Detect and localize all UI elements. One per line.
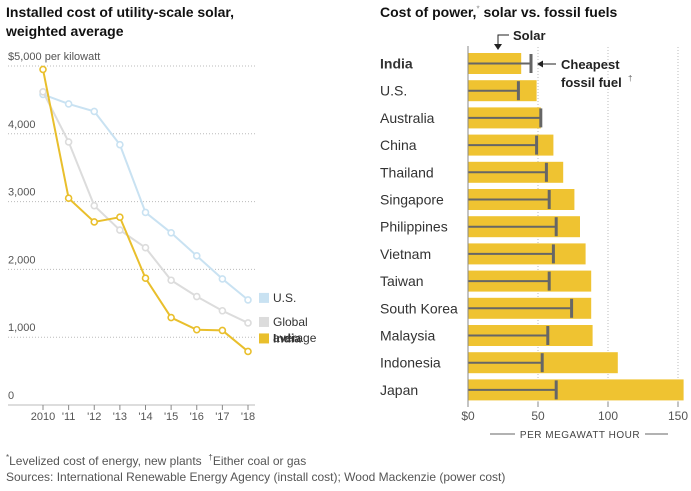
data-point	[116, 140, 124, 149]
data-point	[90, 201, 99, 210]
x-tick-label: 50	[531, 409, 545, 423]
line-series-u-s-	[42, 93, 249, 301]
data-point	[116, 213, 124, 221]
x-tick-label: '16	[190, 411, 204, 423]
x-axis-label: PER MEGAWATT HOUR	[520, 430, 640, 441]
left-chart-title-line1: Installed cost of utility-scale solar,	[6, 4, 234, 20]
data-point	[90, 218, 99, 226]
category-label: China	[380, 137, 417, 153]
solar-bar	[468, 379, 684, 401]
category-label: Malaysia	[380, 328, 435, 344]
annotation-fossil-line1: Cheapest	[561, 57, 620, 72]
data-point	[167, 276, 175, 285]
legend-label: U.S.	[273, 291, 296, 305]
annotation-solar-arrowhead	[494, 44, 502, 50]
right-chart-title-main: Cost of power,	[380, 4, 477, 20]
category-label: Japan	[380, 382, 418, 398]
data-point	[218, 326, 227, 335]
line-series-global-average	[42, 91, 249, 324]
y-tick-label: 3,000	[8, 187, 36, 199]
right-chart-title-mark: *	[476, 4, 480, 14]
data-point	[141, 208, 150, 217]
annotation-solar-pointer	[497, 34, 509, 46]
annotation-fossil-line2: fossil fuel	[561, 75, 622, 90]
category-label: South Korea	[380, 300, 458, 316]
category-label: Australia	[380, 110, 435, 126]
category-label: Singapore	[380, 192, 444, 208]
right-chart-title: Cost of power,* solar vs. fossil fuels	[380, 3, 617, 22]
category-label: Thailand	[380, 164, 434, 180]
left-chart-title-line2: weighted average	[6, 23, 124, 39]
legend-label: average	[273, 331, 317, 345]
x-tick-label: '17	[215, 411, 229, 423]
x-tick-label: '14	[138, 411, 152, 423]
data-point	[192, 325, 201, 334]
data-point	[244, 319, 252, 327]
annotation-fossil-mark: †	[628, 74, 632, 83]
category-label: U.S.	[380, 83, 407, 99]
data-point	[192, 252, 201, 260]
legend-swatch	[259, 333, 269, 344]
data-point	[192, 292, 201, 301]
y-tick-label: $5,000 per kilowatt	[8, 51, 100, 63]
data-point	[39, 65, 47, 74]
x-tick-label: '18	[241, 411, 255, 423]
footnote-levelized: Levelized cost of energy, new plants	[9, 454, 202, 468]
footnote-either: Either coal or gas	[212, 454, 307, 468]
x-tick-label: 2010	[31, 411, 55, 423]
category-label: Vietnam	[380, 246, 431, 262]
legend-label: Global	[273, 315, 308, 329]
x-tick-label: '12	[87, 411, 101, 423]
left-chart-title: Installed cost of utility-scale solar, w…	[6, 3, 234, 41]
annotation-fossil-arrowhead	[537, 60, 543, 68]
legend-swatch	[259, 316, 269, 327]
data-point	[218, 275, 227, 283]
legend-label: India	[273, 331, 301, 345]
data-point	[64, 100, 73, 108]
x-tick-label: '11	[62, 411, 76, 423]
data-point	[116, 226, 124, 234]
footnote-mark-star: *	[6, 453, 10, 462]
y-tick-label: 2,000	[8, 254, 36, 266]
data-point	[167, 228, 175, 237]
x-tick-label: 100	[598, 409, 618, 423]
right-chart-title-rest: solar vs. fossil fuels	[479, 4, 618, 20]
x-tick-label: '15	[164, 411, 178, 423]
footnote-line1: *Levelized cost of energy, new plants †E…	[6, 454, 306, 469]
legend-swatch	[259, 292, 269, 303]
y-tick-label: 4,000	[8, 119, 36, 131]
data-point	[141, 243, 150, 252]
data-point	[39, 87, 47, 96]
data-point	[244, 347, 252, 356]
footnote-mark-dagger: †	[208, 453, 213, 462]
data-point	[64, 138, 73, 146]
data-point	[218, 306, 227, 315]
footnote-sources: Sources: International Renewable Energy …	[6, 470, 506, 484]
data-point	[141, 274, 150, 283]
category-label: Philippines	[380, 219, 448, 235]
x-tick-label: $0	[461, 409, 475, 423]
category-label: Indonesia	[380, 355, 441, 371]
y-tick-label: 1,000	[8, 322, 36, 334]
y-tick-label: 0	[8, 390, 14, 402]
data-point	[244, 296, 252, 304]
data-point	[64, 194, 73, 203]
category-label: Taiwan	[380, 273, 424, 289]
data-point	[90, 107, 99, 116]
category-label: India	[380, 56, 413, 72]
x-tick-label: '13	[113, 411, 127, 423]
x-tick-label: 150	[668, 409, 688, 423]
data-point	[167, 313, 175, 322]
annotation-solar: Solar	[513, 28, 546, 43]
